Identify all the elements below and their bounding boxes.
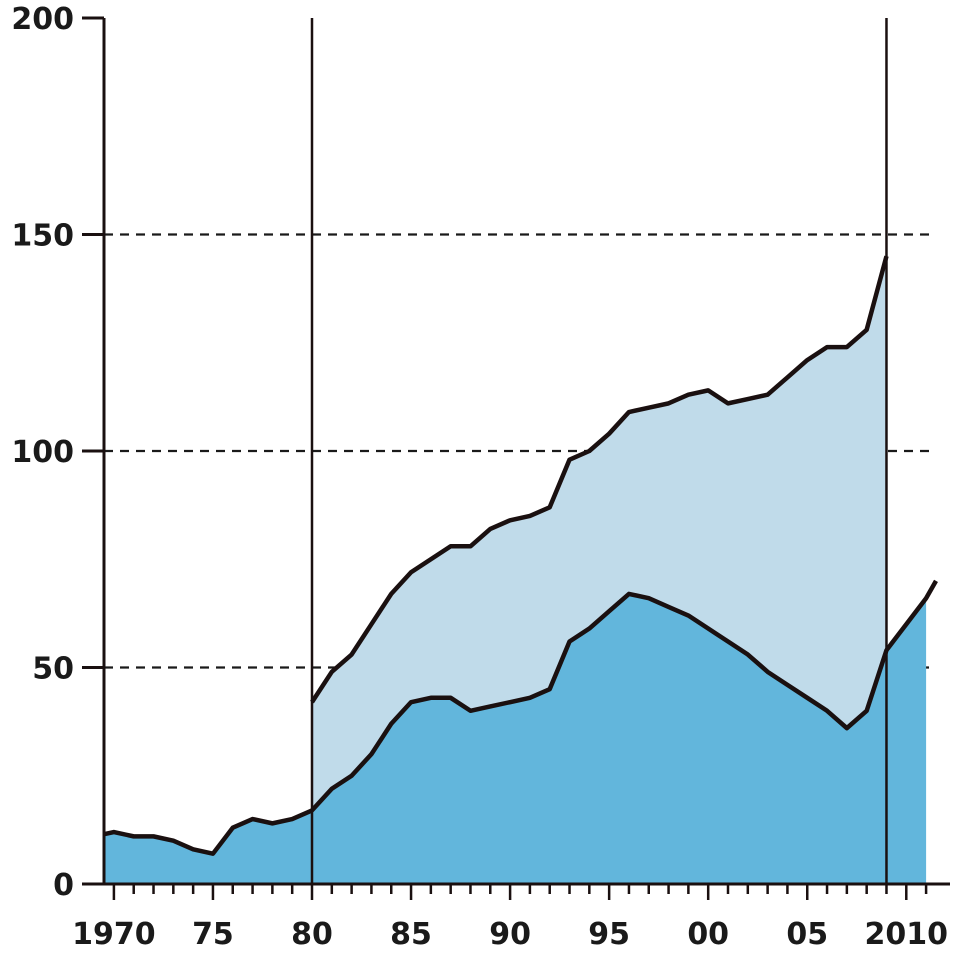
- y-tick-label-100: 100: [11, 435, 74, 470]
- x-tick-label-80: 80: [291, 917, 333, 952]
- y-tick-label-200: 200: [11, 2, 74, 37]
- tick-labels: 0 50 100 150 200 1970 75 80 85 90 95 00 05 2010: [11, 2, 948, 952]
- area-upper-series: [312, 256, 887, 811]
- x-tick-label-05: 05: [786, 917, 828, 952]
- x-tick-label-1970: 1970: [72, 917, 156, 952]
- x-tick-label-85: 85: [390, 917, 432, 952]
- x-tick-label-00: 00: [687, 917, 729, 952]
- series-line-lower: [103, 579, 938, 856]
- x-tick-label-95: 95: [588, 917, 630, 952]
- x-tick-label-75: 75: [192, 917, 234, 952]
- plot-area: [104, 256, 927, 884]
- y-tick-label-50: 50: [32, 652, 74, 687]
- y-tick-label-150: 150: [11, 219, 74, 254]
- series-line-upper: [310, 255, 889, 704]
- series-lines: [103, 255, 938, 856]
- x-tick-label-2010: 2010: [865, 917, 949, 952]
- axes: [82, 16, 950, 900]
- y-tick-label-0: 0: [53, 868, 74, 903]
- x-tick-label-90: 90: [489, 917, 531, 952]
